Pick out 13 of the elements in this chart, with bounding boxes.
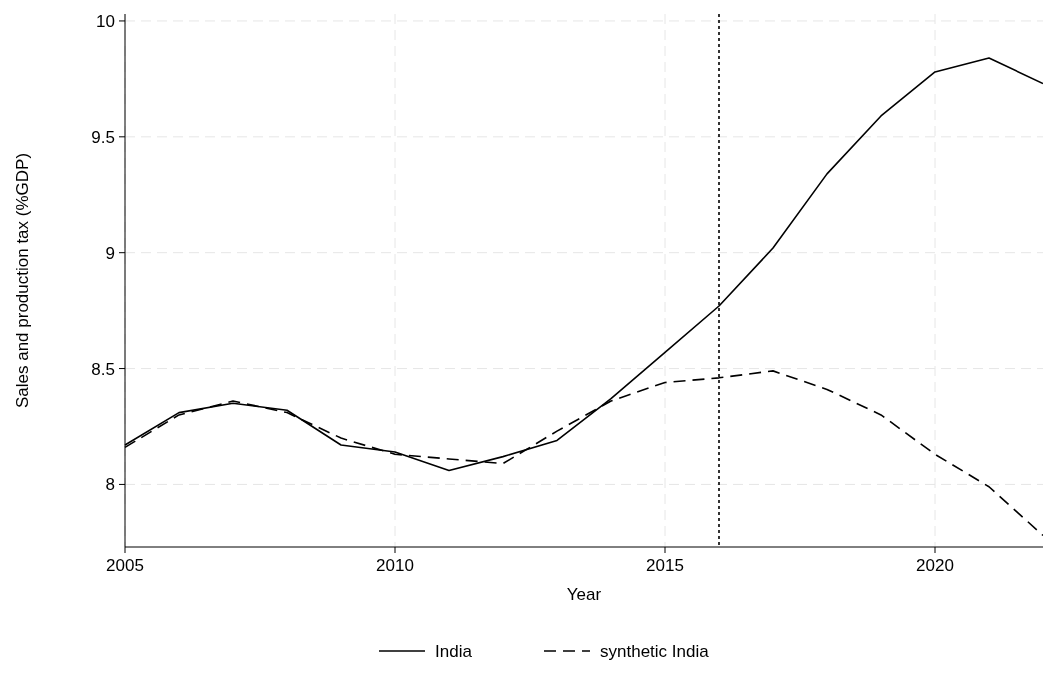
y-tick-label: 9.5 (91, 127, 115, 147)
y-tick-label: 9 (105, 243, 115, 263)
x-tick-label: 2020 (916, 556, 954, 575)
x-tick-label: 2015 (646, 556, 684, 575)
legend-label: synthetic India (600, 641, 710, 661)
y-tick-label: 8.5 (91, 359, 115, 379)
x-tick-label: 2010 (376, 556, 414, 575)
legend-label: India (435, 641, 473, 661)
x-axis-title: Year (566, 585, 602, 604)
y-tick-label: 8 (105, 475, 115, 495)
y-axis-title: Sales and production tax (%GDP) (13, 152, 32, 409)
y-tick-label: 10 (96, 11, 115, 31)
x-tick-label: 2005 (106, 556, 144, 575)
